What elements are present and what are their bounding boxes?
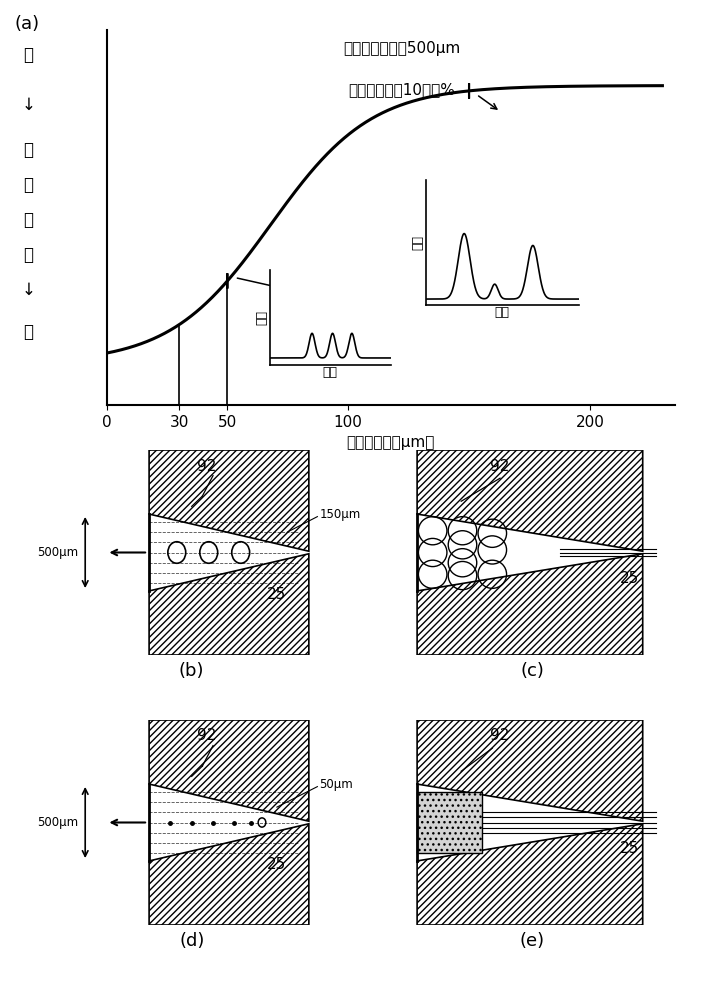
Text: 92: 92 (491, 459, 510, 474)
Polygon shape (417, 720, 643, 821)
Text: 大: 大 (23, 46, 33, 64)
Text: (a): (a) (14, 15, 39, 33)
Text: 变: 变 (23, 211, 33, 229)
Polygon shape (149, 450, 309, 551)
Text: 浇口的最小径：500μm: 浇口的最小径：500μm (343, 41, 461, 56)
Polygon shape (417, 792, 482, 853)
Text: 500μm: 500μm (37, 546, 78, 559)
Polygon shape (417, 824, 643, 925)
Polygon shape (149, 554, 309, 655)
X-axis label: 木粒的粒径（μm）: 木粒的粒径（μm） (346, 435, 435, 450)
Text: ↓: ↓ (21, 281, 36, 299)
Polygon shape (417, 450, 643, 551)
Polygon shape (149, 824, 309, 925)
Text: 25: 25 (620, 841, 640, 856)
Text: 小: 小 (23, 323, 33, 341)
Text: 25: 25 (620, 571, 640, 586)
Text: (d): (d) (179, 932, 204, 950)
Polygon shape (417, 554, 643, 655)
Polygon shape (149, 720, 309, 821)
Text: 压: 压 (23, 141, 33, 159)
X-axis label: 时间: 时间 (322, 366, 338, 379)
Text: 92: 92 (491, 728, 510, 744)
Text: (c): (c) (520, 662, 545, 680)
Y-axis label: 压力: 压力 (412, 235, 425, 250)
Text: (b): (b) (179, 662, 204, 680)
X-axis label: 时间: 时间 (495, 306, 510, 319)
Text: 150μm: 150μm (320, 508, 361, 521)
Y-axis label: 压力: 压力 (256, 310, 268, 325)
Text: 木粒的配合：10质量%: 木粒的配合：10质量% (349, 83, 455, 98)
Text: 50μm: 50μm (320, 778, 354, 791)
Text: 动: 动 (23, 246, 33, 264)
Text: (e): (e) (520, 932, 545, 950)
Text: 92: 92 (197, 728, 217, 744)
Text: 力: 力 (23, 176, 33, 194)
Text: 500μm: 500μm (37, 816, 78, 829)
Text: ↓: ↓ (21, 96, 36, 114)
Text: 25: 25 (267, 587, 287, 602)
Text: 25: 25 (267, 857, 287, 872)
Text: 92: 92 (197, 459, 217, 474)
